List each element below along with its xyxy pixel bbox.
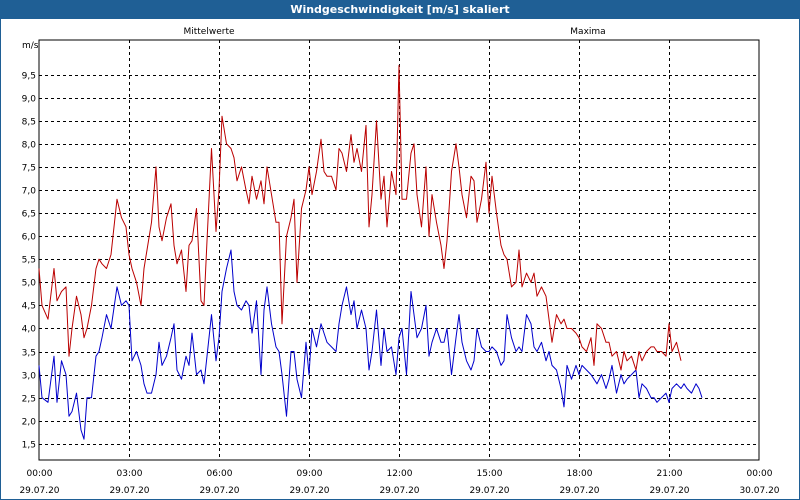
x-tick-date: 29.07.20: [559, 486, 599, 496]
x-tick-time: 00:00: [27, 469, 53, 479]
x-axis: 00:00 29.07.20 03:00 29.07.20 06:00 29.07.20 0…: [19, 469, 779, 496]
y-tick-label: 9,0: [22, 95, 37, 105]
x-tick-time: 00:00: [747, 469, 773, 479]
x-tick-time: 06:00: [207, 469, 233, 479]
y-tick-label: 7,0: [22, 187, 37, 197]
y-tick-label: 5,5: [22, 256, 36, 266]
y-tick-label: 3,0: [22, 372, 37, 382]
y-tick-label: 4,0: [22, 325, 37, 335]
y-axis: 1,5 2,0 2,5 3,0 3,5 4,0 4,5 5,0 5,5 6,0 6,5 7,0 7,5 8…: [22, 72, 37, 451]
x-tick-time: 21:00: [657, 469, 683, 479]
y-tick-label: 6,0: [22, 233, 37, 243]
y-tick-label: 6,5: [22, 210, 36, 220]
x-tick-date: 29.07.20: [649, 486, 689, 496]
series-line-maxima: [38, 64, 682, 371]
series-line-mittelwerte: [38, 249, 703, 440]
x-tick-time: 03:00: [117, 469, 143, 479]
plot-frame: [38, 39, 760, 461]
x-tick-time: 12:00: [387, 469, 413, 479]
y-tick-label: 9,5: [22, 72, 36, 82]
x-tick-date: 29.07.20: [289, 486, 329, 496]
y-tick-label: 2,0: [22, 418, 37, 428]
y-tick-label: 5,0: [22, 279, 37, 289]
legend-mittelwerte: Mittelwerte: [183, 27, 234, 37]
y-tick-label: 3,5: [22, 349, 36, 359]
x-tick-date: 29.07.20: [109, 486, 149, 496]
y-tick-label: 7,5: [22, 164, 36, 174]
x-tick-time: 09:00: [297, 469, 323, 479]
y-tick-label: 4,5: [22, 302, 36, 312]
y-tick-label: 8,5: [22, 118, 36, 128]
x-tick-date: 29.07.20: [469, 486, 509, 496]
y-axis-label: m/s: [22, 41, 39, 51]
x-tick-date: 29.07.20: [199, 486, 239, 496]
x-tick-date: 29.07.20: [379, 486, 419, 496]
x-tick-time: 18:00: [567, 469, 593, 479]
series: [38, 64, 703, 440]
y-tick-label: 1,5: [22, 441, 36, 451]
x-tick-date: 29.07.20: [19, 486, 59, 496]
x-tick-time: 15:00: [477, 469, 503, 479]
chart-title: Windgeschwindigkeit [m/s] skaliert: [1, 1, 799, 19]
x-tick-date: 30.07.20: [739, 486, 779, 496]
y-tick-label: 8,0: [22, 141, 37, 151]
legend-maxima: Maxima: [570, 27, 605, 37]
y-tick-label: 2,5: [22, 395, 36, 405]
